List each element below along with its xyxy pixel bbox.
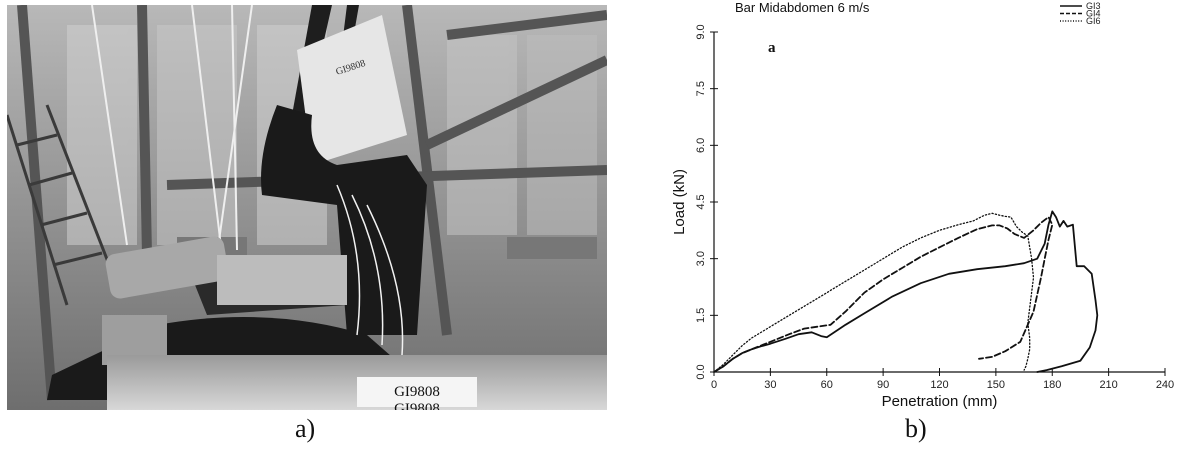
legend-label-gi3: GI3 xyxy=(1086,1,1101,11)
caption-a: a) xyxy=(295,414,316,443)
y-axis-title: Load (kN) xyxy=(671,169,688,235)
load-penetration-chart: Bar Midabdomen 6 m/s a 0 30 60 90 120 150 180 2… xyxy=(660,0,1191,415)
x-tick-label: 240 xyxy=(1156,379,1174,391)
series-group xyxy=(713,210,1099,373)
x-tick-label: 150 xyxy=(987,379,1005,391)
y-tick-label: 9.0 xyxy=(695,24,707,39)
x-ticks: 0 30 60 90 120 150 180 210 240 xyxy=(711,368,1174,391)
x-tick-label: 0 xyxy=(711,379,717,391)
legend-label-gi6: GI6 xyxy=(1086,16,1101,26)
y-ticks: 0.0 1.5 3.0 4.5 6.0 7.5 9.0 xyxy=(695,24,718,380)
x-tick-label: 30 xyxy=(764,379,776,391)
y-tick-label: 3.0 xyxy=(695,251,707,266)
series-line-gi3 xyxy=(713,210,1099,373)
impactor-bar xyxy=(102,236,347,365)
chart-svg: Bar Midabdomen 6 m/s a 0 30 60 90 120 150 180 2… xyxy=(671,0,1174,410)
test-setup-photo-drawing: GI9808 GI9808 GI9808 xyxy=(7,5,607,410)
steel-frame xyxy=(17,5,607,401)
label-tag xyxy=(357,377,477,407)
x-tick-label: 210 xyxy=(1099,379,1117,391)
caption-b: b) xyxy=(905,414,927,443)
ladder xyxy=(7,104,119,306)
suspension-cables xyxy=(91,5,253,256)
y-tick-label: 0.0 xyxy=(695,364,707,379)
x-tick-label: 120 xyxy=(930,379,948,391)
chart-annotation: a xyxy=(768,40,776,56)
legend-label-gi4: GI4 xyxy=(1086,9,1101,19)
label-tag-text: GI9808 xyxy=(394,384,440,400)
x-tick-label: 180 xyxy=(1043,379,1061,391)
y-tick-label: 7.5 xyxy=(695,81,707,96)
x-tick-label: 90 xyxy=(877,379,889,391)
chart-title: Bar Midabdomen 6 m/s xyxy=(735,0,870,15)
sling-strap xyxy=(292,5,407,165)
x-tick-label: 60 xyxy=(821,379,833,391)
y-tick-label: 6.0 xyxy=(695,138,707,153)
series-line-gi4 xyxy=(713,216,1054,373)
test-setup-photo: GI9808 GI9808 GI9808 xyxy=(7,5,607,410)
y-tick-label: 1.5 xyxy=(695,308,707,323)
label-tag-lower-text: GI9808 xyxy=(394,401,440,410)
x-axis-title: Penetration (mm) xyxy=(882,393,998,410)
y-tick-label: 4.5 xyxy=(695,194,707,209)
series-line-gi6 xyxy=(713,212,1035,373)
